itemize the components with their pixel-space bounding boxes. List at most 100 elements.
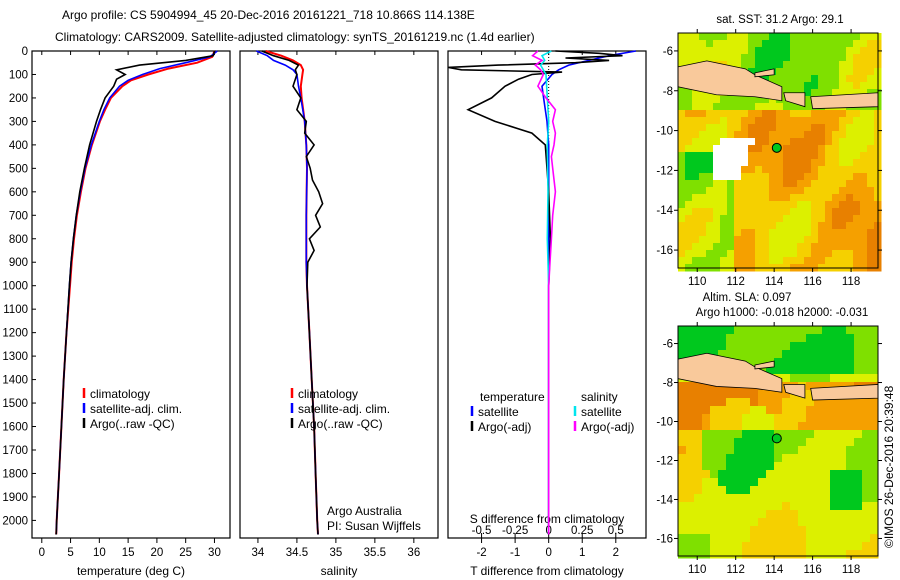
map-cell [694,502,703,511]
map-cell [838,366,847,375]
map-cell [741,201,749,209]
plot-frame [447,50,647,539]
map-cell [838,534,847,543]
series-line-climatology [265,50,319,535]
map-cell [818,208,826,216]
map-cell [699,222,707,230]
map-cell [814,430,823,439]
map-cell [822,478,831,487]
map-cell [806,454,815,463]
map-cell [741,110,749,118]
map-cell [782,366,791,375]
map-cell [713,117,721,125]
map-cell [806,534,815,543]
map-cell [860,89,868,97]
map-cell [686,382,695,391]
map-cell [832,229,840,237]
map-cell [750,550,759,559]
map-cell [822,326,831,335]
map-cell [832,40,840,48]
map-cell [769,236,777,244]
map-cell [678,208,686,216]
map-cell [692,110,700,118]
map-cell [811,68,819,76]
map-cell [742,446,751,455]
map-cell [758,438,767,447]
map-cell [686,550,695,559]
map-cell [769,33,777,41]
map-cell [702,542,711,551]
x-tick-label: 35 [329,547,342,559]
x-tick-label: 35.5 [364,547,386,559]
map-cell-missing [713,166,720,173]
map-cell [692,54,700,62]
map-cell [776,194,784,202]
map-cell [860,215,868,223]
x-tick-label: 5 [67,547,73,559]
map-cell [867,187,875,195]
map-cell [710,470,719,479]
map-cell [769,222,777,230]
map-cell [798,454,807,463]
map-cell [782,326,791,335]
map-cell [706,201,714,209]
map-cell [854,494,863,503]
map-cell [702,342,711,351]
map-cell [750,494,759,503]
map-cell [790,68,798,76]
map-cell [797,222,805,230]
map-cell [825,166,833,174]
map-cell [762,75,770,83]
map-cell [818,131,826,139]
map-cell [769,208,777,216]
map-cell-missing [734,145,741,152]
map-cell [811,187,819,195]
map-cell [804,173,812,181]
map-cell [734,534,743,543]
map-cell [678,257,686,265]
map-cell [806,470,815,479]
map-cell [692,159,700,167]
map-cell [862,550,871,559]
map-cell [811,47,819,55]
map-cell [678,454,687,463]
x-tick-label: -2 [476,547,486,559]
map-cell [726,478,735,487]
map-cell [718,510,727,519]
map-cell [782,462,791,471]
map-cell [854,534,863,543]
map-cell [685,138,693,146]
map-cell [686,478,695,487]
map-cell [867,75,875,83]
map-cell [811,159,819,167]
map-cell [702,454,711,463]
map-cell [750,334,759,343]
map-cell [727,236,735,244]
map-cell [678,510,687,519]
map-cell [685,145,693,153]
map-cell [726,406,735,415]
map-cell [846,510,855,519]
map-cell [686,438,695,447]
map-cell [790,446,799,455]
map-cell [734,33,742,41]
map-cell [702,550,711,559]
map-cell [699,166,707,174]
map-cell [862,502,871,511]
map-cell [830,422,839,431]
map-cell [734,103,742,111]
map-cell [734,526,743,535]
map-cell [790,82,798,90]
map-cell [774,334,783,343]
map-cell [713,250,721,258]
map-cell [830,478,839,487]
map-cell [678,334,687,343]
map-cell [692,243,700,251]
map-cell [853,61,861,69]
map-cell [806,446,815,455]
y-tick-label: 0 [22,46,28,58]
map-cell [790,194,798,202]
map-cell [853,152,861,160]
map-cell [685,229,693,237]
map-cell [790,40,798,48]
